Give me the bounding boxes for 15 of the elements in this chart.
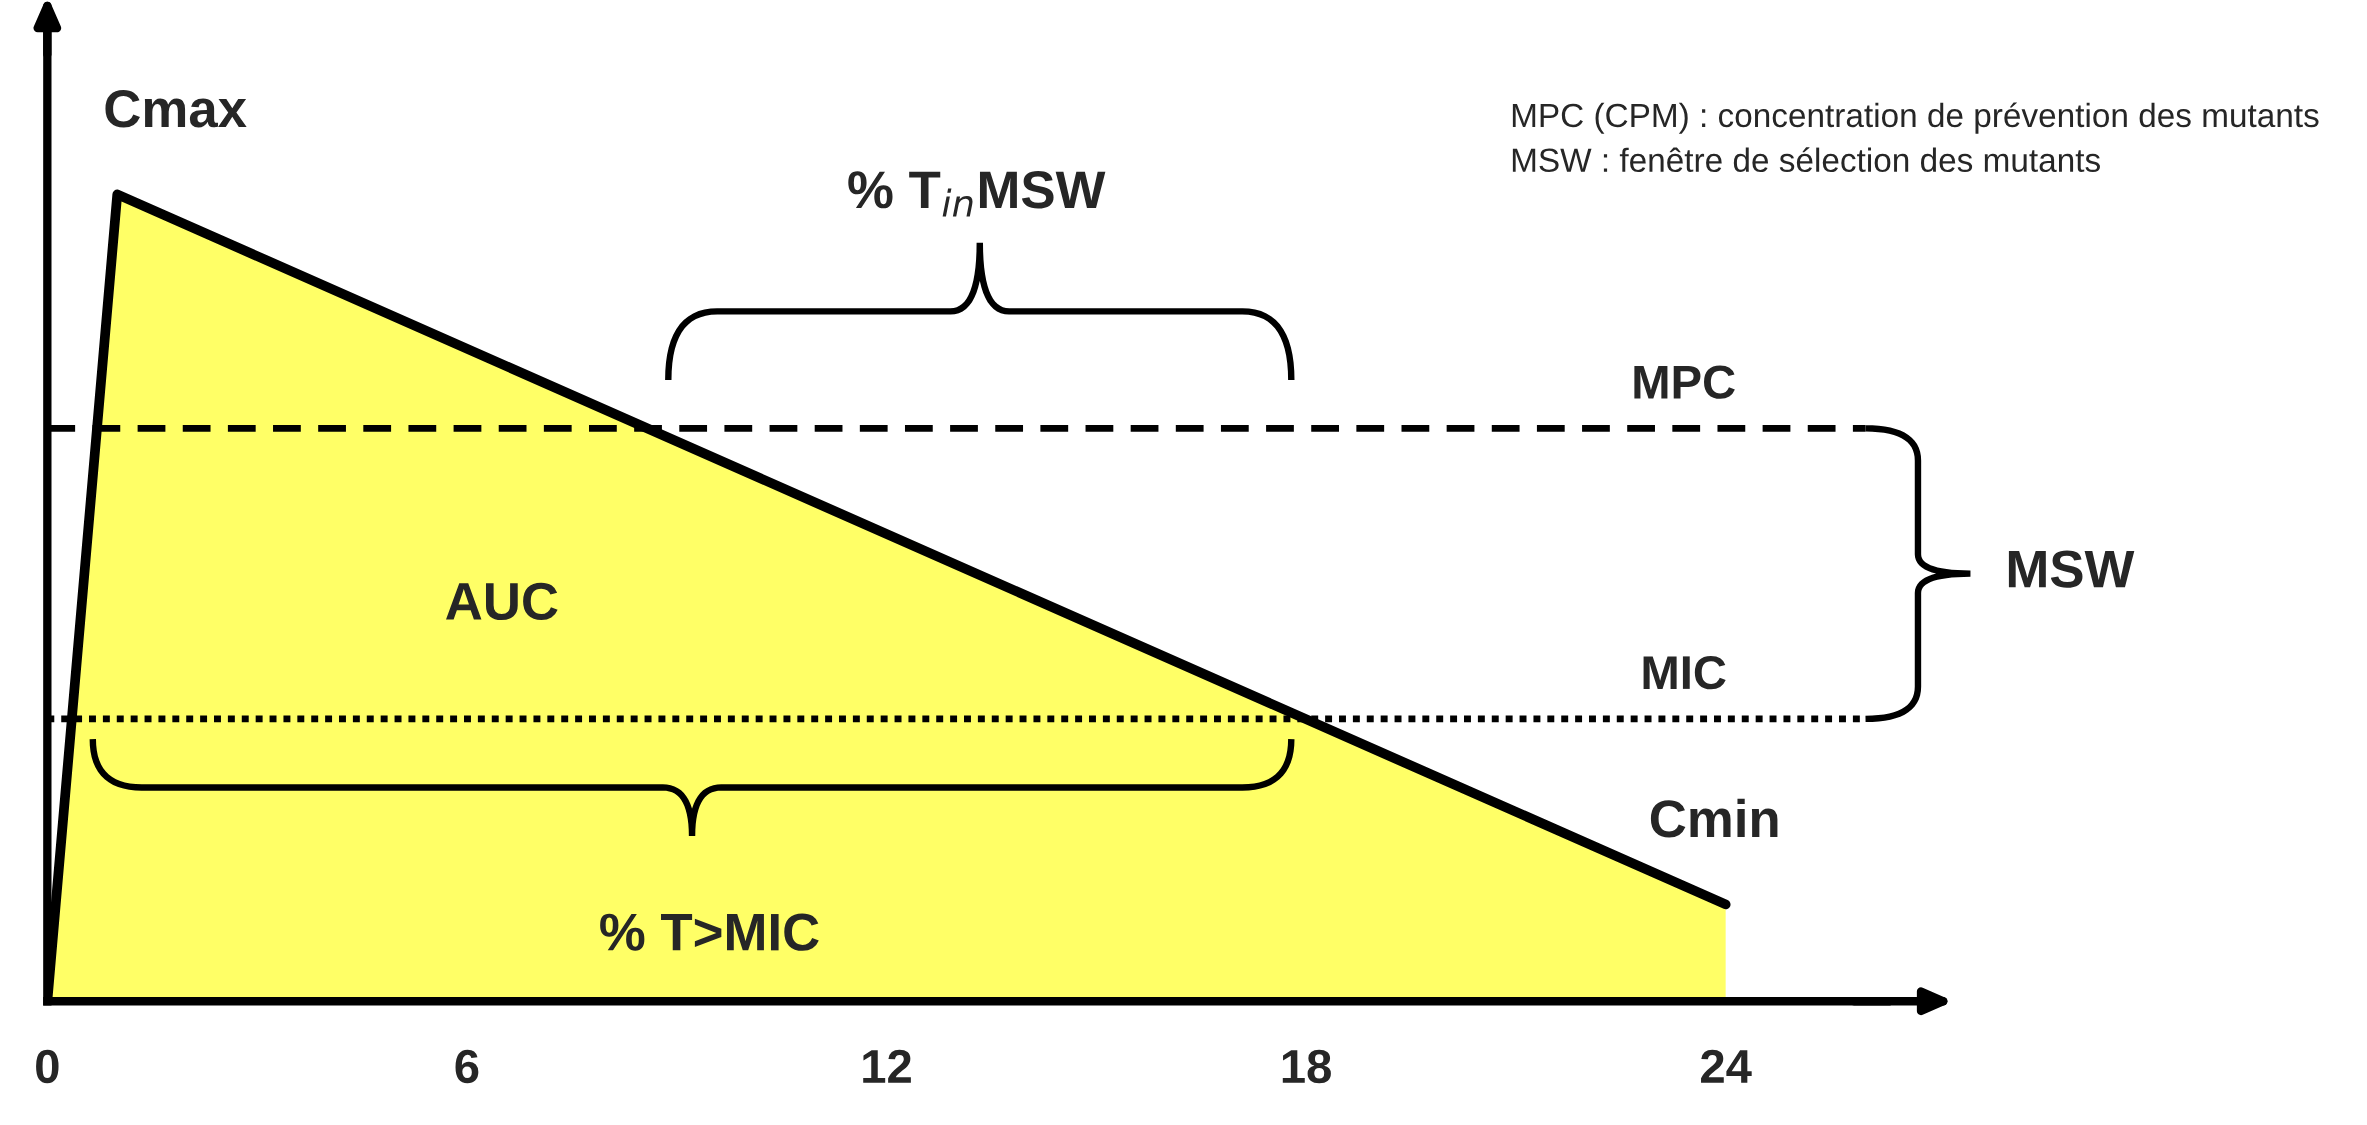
annotation: AUC	[446, 582, 558, 621]
annotation: % T$_{in}$MSW	[848, 171, 1106, 217]
x-tick-label: 12	[863, 1049, 911, 1083]
annotation: Cmax	[105, 90, 247, 128]
annotation: Cmin	[1650, 798, 1778, 838]
x-tick-label: 24	[1701, 1049, 1752, 1083]
ref-line-label: MIC	[1643, 655, 1726, 690]
ref-line-label: MPC	[1634, 365, 1735, 399]
annotation: % T>MIC	[600, 913, 819, 951]
text: MPC (CPM) : concentration de prévention des mutants	[1512, 102, 2319, 134]
text: MSW	[2008, 550, 2135, 588]
x-tick-label: 6	[455, 1049, 479, 1084]
x-tick-label: 0	[36, 1049, 59, 1084]
x-tick-label: 18	[1282, 1049, 1331, 1084]
text: MSW : fenêtre de sélection des mutants	[1512, 147, 2100, 173]
